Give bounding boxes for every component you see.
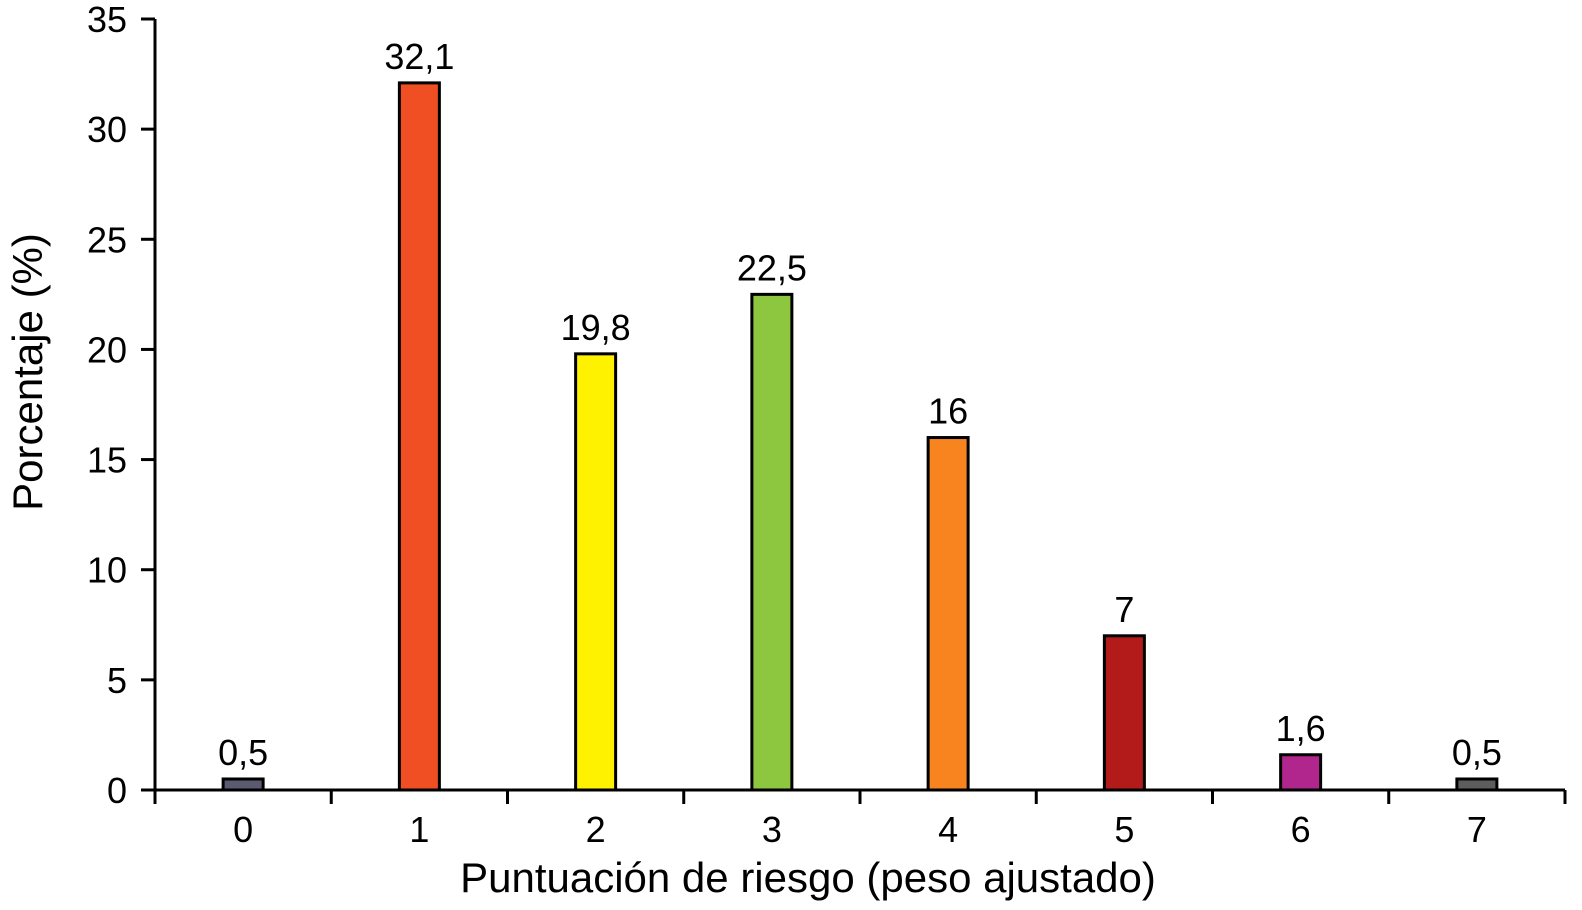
y-tick-label: 5 xyxy=(107,660,127,701)
bar-value-label: 32,1 xyxy=(384,36,454,77)
y-tick-label: 25 xyxy=(87,219,127,260)
bar xyxy=(397,81,441,792)
bar-value-labels: 0,5 32,1 19,8 22,5 16 7 1,6 0,5 xyxy=(218,36,1502,773)
x-tick-label: 0 xyxy=(233,809,253,850)
bar xyxy=(221,777,265,792)
bar-value-label: 0,5 xyxy=(218,732,268,773)
x-tick-label: 6 xyxy=(1291,809,1311,850)
y-axis-title: Porcentaje (%) xyxy=(4,233,51,511)
bar-value-label: 19,8 xyxy=(561,307,631,348)
bar-value-label: 0,5 xyxy=(1452,732,1502,773)
bar-value-label: 1,6 xyxy=(1276,708,1326,749)
bar-value-label: 7 xyxy=(1114,589,1134,630)
x-axis-title: Puntuación de riesgo (peso ajustado) xyxy=(460,854,1156,901)
bars xyxy=(221,81,1499,792)
bar xyxy=(1102,634,1146,792)
y-tick-label: 0 xyxy=(107,770,127,811)
x-tick-label: 7 xyxy=(1467,809,1487,850)
x-tick-label: 5 xyxy=(1114,809,1134,850)
y-tick-label: 20 xyxy=(87,329,127,370)
x-tick-label: 4 xyxy=(938,809,958,850)
y-tick-label: 10 xyxy=(87,550,127,591)
x-tick-label: 2 xyxy=(586,809,606,850)
y-axis: 0 5 10 15 20 25 30 35 xyxy=(87,0,157,811)
bar-value-label: 16 xyxy=(928,391,968,432)
bar xyxy=(926,436,970,792)
x-tick-label: 3 xyxy=(762,809,782,850)
y-tick-label: 15 xyxy=(87,440,127,481)
bar xyxy=(1455,777,1499,792)
y-tick-label: 30 xyxy=(87,109,127,150)
y-tick-label: 35 xyxy=(87,0,127,40)
bar xyxy=(574,352,618,792)
bar xyxy=(750,292,794,792)
bar xyxy=(1279,753,1323,792)
x-tick-label: 1 xyxy=(409,809,429,850)
bar-value-label: 22,5 xyxy=(737,247,807,288)
x-axis: 0 1 2 3 4 5 6 7 xyxy=(153,788,1567,850)
